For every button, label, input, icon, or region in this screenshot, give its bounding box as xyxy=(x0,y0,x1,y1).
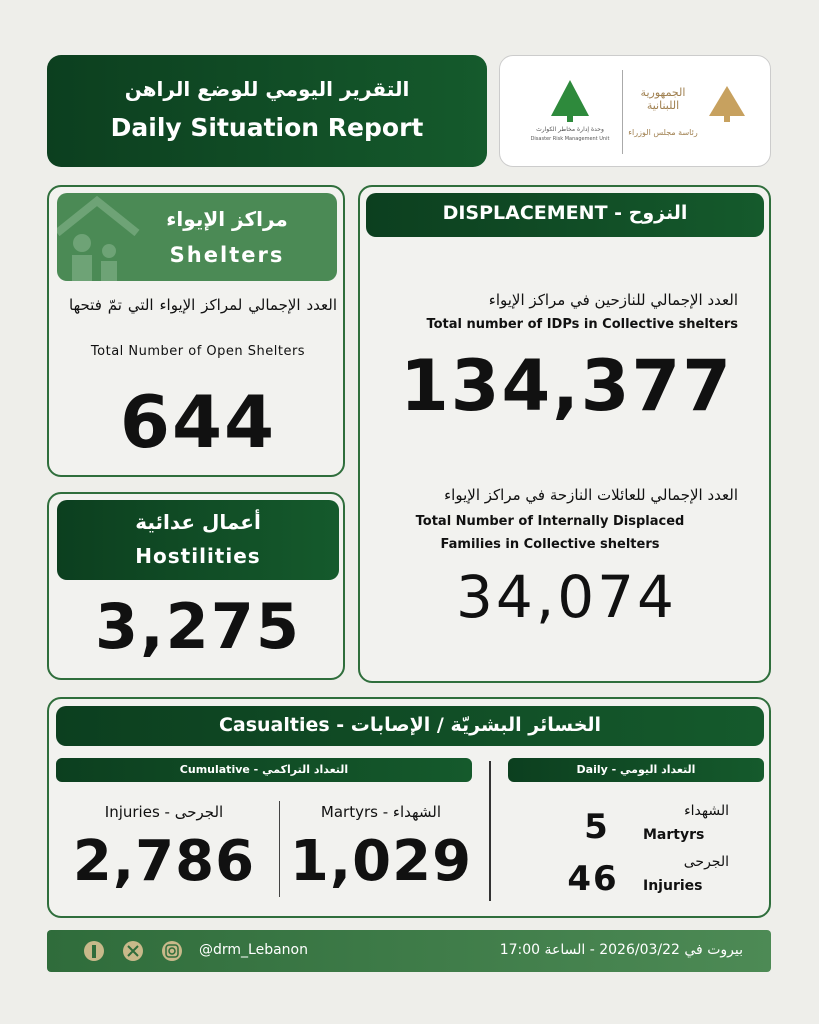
datetime: بيروت في 2026/03/22 - الساعة 17:00 xyxy=(499,942,743,958)
idps-label-en: Total number of IDPs in Collective shelt… xyxy=(426,317,738,332)
martyrs-value: 1,029 xyxy=(289,829,473,894)
hostilities-value: 3,275 xyxy=(94,590,302,663)
shelters-title-en: Shelters xyxy=(169,243,285,267)
handle[interactable]: @drm_Lebanon xyxy=(199,942,308,958)
displacement-panel: DISPLACEMENT - النزوح العدد الإجمالي للن… xyxy=(358,185,771,683)
daily-header: Daily - التعداد اليومي xyxy=(508,758,764,782)
families-label-en: Total Number of Internally Displaced Fam… xyxy=(415,514,685,552)
drm-ar: وحدة إدارة مخاطر الكوارث xyxy=(536,126,604,133)
hostilities-title-en: Hostilities xyxy=(135,544,261,568)
header: التقرير اليومي للوضع الراهن Daily Situat… xyxy=(47,55,487,167)
martyrs-label: Martyrs - الشهداء xyxy=(320,803,442,821)
daily-martyrs-value: 5 xyxy=(584,807,610,847)
republic-ar: الجمهورية اللبنانية xyxy=(640,86,686,112)
cumulative-header: Cumulative - التعداد التراكمي xyxy=(56,758,472,782)
shelters-header: مراكز الإيواء Shelters xyxy=(57,193,337,281)
idps-value: 134,377 xyxy=(400,345,733,427)
divider xyxy=(489,761,491,901)
cumulative-title: Cumulative - التعداد التراكمي xyxy=(179,763,349,776)
title-ar: التقرير اليومي للوضع الراهن xyxy=(124,77,410,101)
daily-martyrs-ar: الشهداء xyxy=(684,803,729,819)
hostilities-title-ar: أعمال عدائية xyxy=(135,510,261,534)
house-icon xyxy=(57,195,140,281)
pm-ar: رئاسة مجلس الوزراء xyxy=(628,128,698,137)
daily-injuries-ar: الجرحى xyxy=(683,854,729,870)
footer: @drm_Lebanon بيروت في 2026/03/22 - الساع… xyxy=(47,930,771,972)
daily-injuries-en: Injuries xyxy=(643,878,703,894)
hostilities-header: أعمال عدائية Hostilities xyxy=(57,500,339,580)
shelters-value: 644 xyxy=(119,380,277,464)
daily-title: Daily - التعداد اليومي xyxy=(576,763,696,776)
instagram-icon[interactable] xyxy=(162,941,182,961)
injuries-label: Injuries - الجرحى xyxy=(104,803,224,821)
displacement-header: DISPLACEMENT - النزوح xyxy=(366,193,764,237)
idps-label-ar: العدد الإجمالي للنازحين في مراكز الإيواء xyxy=(488,291,738,309)
injuries-value: 2,786 xyxy=(72,829,256,894)
title-en: Daily Situation Report xyxy=(110,113,424,142)
families-value: 34,074 xyxy=(456,563,677,631)
divider xyxy=(622,70,623,154)
displacement-title: DISPLACEMENT - النزوح xyxy=(442,202,688,224)
shelters-panel: مراكز الإيواء Shelters العدد الإجمالي لم… xyxy=(47,185,345,477)
social-icons xyxy=(84,941,182,961)
casualties-header: Casualties - الخسائر البشريّة / الإصابات xyxy=(56,706,764,746)
casualties-title: Casualties - الخسائر البشريّة / الإصابات xyxy=(218,714,602,736)
gold-cedar xyxy=(709,86,745,122)
hostilities-panel: أعمال عدائية Hostilities 3,275 xyxy=(47,492,345,680)
families-label-ar: العدد الإجمالي للعائلات النازحة في مراكز… xyxy=(444,486,738,504)
shelters-label-ar: العدد الإجمالي لمراكز الإيواء التي تمّ ف… xyxy=(69,296,337,314)
cedar-logo xyxy=(551,80,589,122)
logo-box: وحدة إدارة مخاطر الكوارث Disaster Risk M… xyxy=(499,55,771,167)
drm-en: Disaster Risk Management Unit xyxy=(530,136,610,142)
shelters-title-ar: مراكز الإيواء xyxy=(166,207,288,231)
daily-martyrs-en: Martyrs xyxy=(643,827,705,843)
shelters-label-en: Total Number of Open Shelters xyxy=(90,344,306,359)
divider xyxy=(279,801,280,897)
casualties-panel: Casualties - الخسائر البشريّة / الإصابات… xyxy=(47,697,771,918)
daily-injuries-value: 46 xyxy=(567,859,619,899)
